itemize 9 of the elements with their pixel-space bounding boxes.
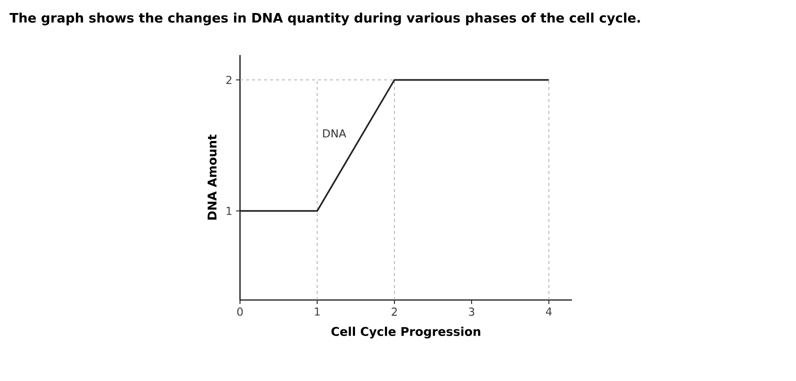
chart-title: The graph shows the changes in DNA quantity during various phases of the cell cycle. (10, 12, 640, 26)
x-tick-label: 2 (392, 308, 397, 316)
y-axis-title: DNA Amount (208, 134, 217, 220)
x-axis-title: Cell Cycle Progression (331, 326, 480, 338)
x-tick-label: 0 (237, 308, 243, 316)
x-tick-label: 4 (546, 308, 552, 316)
x-tick-label: 1 (314, 308, 320, 316)
series-label: DNA (323, 129, 346, 138)
x-tick-label: 3 (468, 308, 474, 316)
